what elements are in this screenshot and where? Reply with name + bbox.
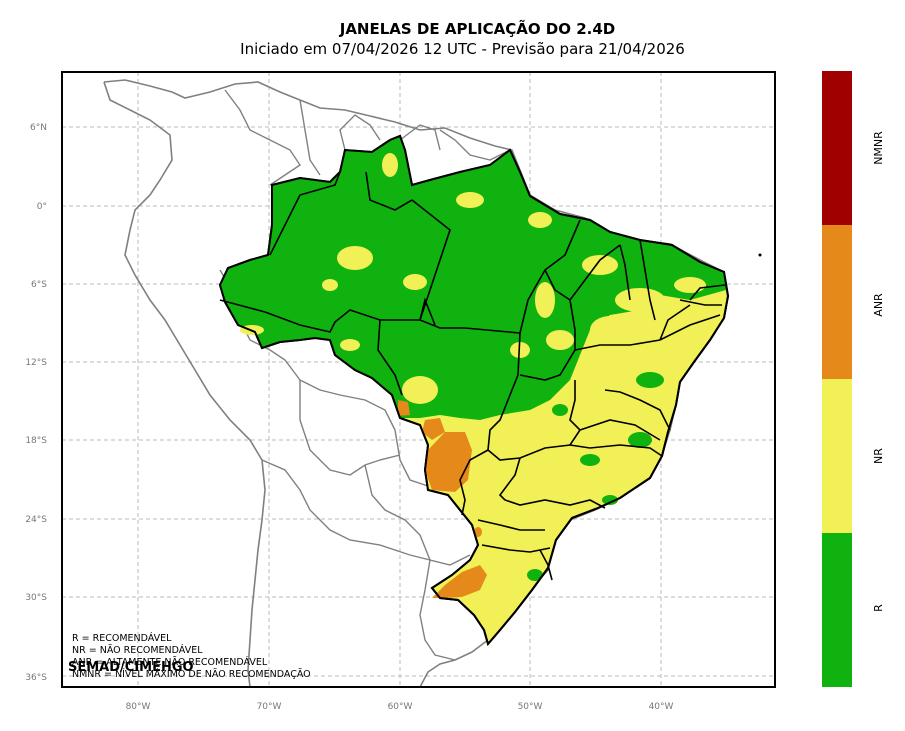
colorbar-label-r: R: [872, 604, 885, 612]
colorbar: NMNR ANR NR R: [822, 71, 885, 687]
colorbar-label-nr: NR: [872, 448, 885, 464]
lat-label: 6°S: [31, 280, 47, 290]
map-subtitle: Iniciado em 07/04/2026 12 UTC - Previsão…: [240, 40, 685, 58]
category-legend: R = RECOMENDÁVEL NR = NÃO RECOMENDÁVEL A…: [72, 633, 311, 681]
lat-tick-labels: 6°N 0° 6°S 12°S 18°S 24°S 30°S 36°S: [25, 123, 47, 683]
lat-label: 0°: [37, 202, 47, 212]
lat-label: 24°S: [25, 515, 47, 525]
lon-label: 50°W: [518, 702, 543, 712]
state-borders: [219, 171, 726, 581]
lon-label: 40°W: [649, 702, 674, 712]
legend-item: R = RECOMENDÁVEL: [72, 633, 172, 644]
colorbar-r: [822, 533, 852, 687]
brazil-border: [218, 134, 730, 647]
lon-label: 70°W: [257, 702, 282, 712]
anr-regions: [398, 400, 487, 598]
lat-label: 36°S: [25, 673, 47, 683]
lat-label: 6°N: [30, 123, 47, 133]
colorbar-anr: [822, 225, 852, 379]
lon-label: 60°W: [388, 702, 413, 712]
colorbar-nmnr: [822, 71, 852, 225]
colorbar-label-nmnr: NMNR: [872, 131, 885, 165]
legend-item: ANR = ALTAMENTE NÃO RECOMENDÁVEL: [72, 657, 268, 668]
lat-label: 30°S: [25, 593, 47, 603]
credit-label: SEMAD/CIMEHGO: [68, 660, 194, 675]
lat-label: 12°S: [25, 358, 47, 368]
lon-label: 80°W: [126, 702, 151, 712]
map-title: JANELAS DE APLICAÇÃO DO 2.4D: [339, 20, 616, 38]
neighbor-borders: [219, 89, 511, 661]
colorbar-nr: [822, 379, 852, 533]
island-marker: [758, 253, 762, 257]
colorbar-label-anr: ANR: [872, 293, 885, 317]
legend-item: NR = NÃO RECOMENDÁVEL: [72, 645, 203, 656]
legend-item: NMNR = NÍVEL MÁXIMO DE NÃO RECOMENDAÇÃO: [72, 669, 311, 680]
r-patches: [527, 372, 664, 581]
map-frame: [61, 71, 776, 688]
lat-label: 18°S: [25, 436, 47, 446]
lon-tick-labels: 80°W 70°W 60°W 50°W 40°W: [126, 702, 674, 712]
nr-patches: [240, 153, 706, 404]
